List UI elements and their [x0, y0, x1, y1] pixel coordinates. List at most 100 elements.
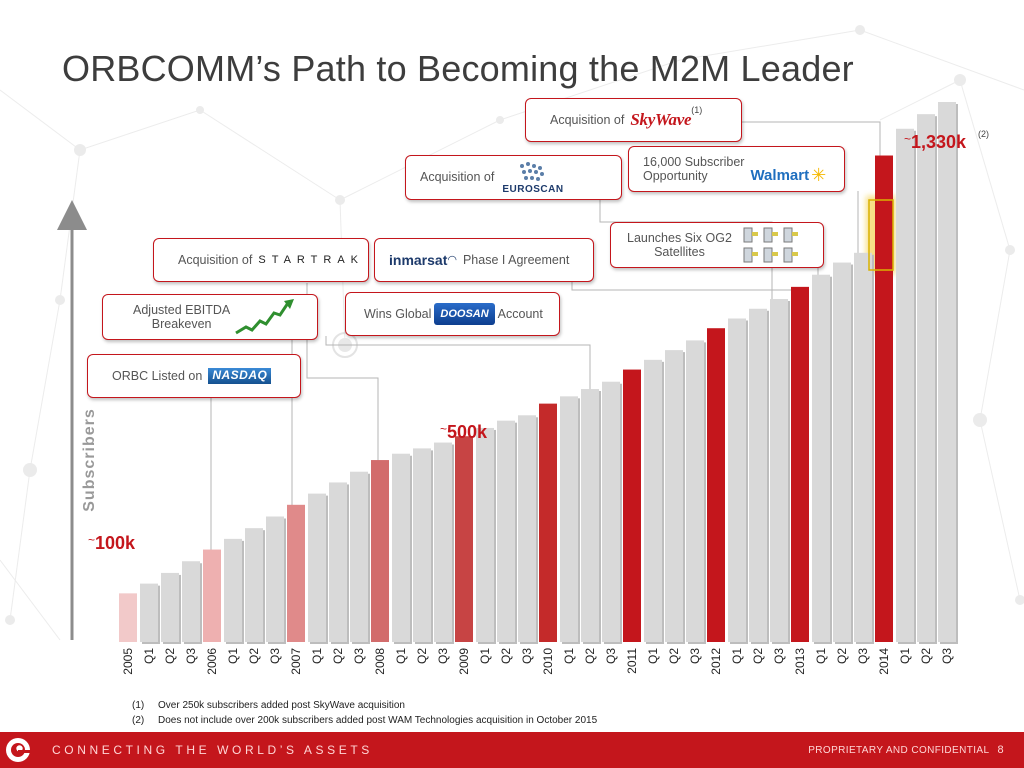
bar-19-q3 [518, 415, 536, 642]
growth-chart-arrow-icon [235, 299, 295, 335]
x-tick-label: Q3 [436, 648, 450, 664]
confidential-notice: PROPRIETARY AND CONFIDENTIAL [808, 745, 990, 756]
bar-28-2012 [707, 328, 725, 642]
startrak-logo-icon: STARTRAK [258, 253, 365, 266]
bar-21-q1 [560, 396, 578, 642]
x-tick-label: 2009 [457, 648, 471, 675]
bar-10-q2 [329, 482, 347, 642]
walmart-logo-icon: Walmart [750, 167, 810, 185]
bar-24-2011 [623, 369, 641, 642]
callout-euroscan-text: Acquisition of [420, 170, 495, 185]
bar-18-q2 [497, 420, 515, 642]
bar-4-2006 [203, 549, 221, 642]
bar-33-q1 [812, 274, 830, 642]
bar-31-q3 [770, 299, 788, 642]
bar-8-2007 [287, 504, 305, 642]
x-tick-label: Q2 [415, 648, 429, 664]
x-tick-label: Q2 [583, 648, 597, 664]
x-tick-label: Q2 [163, 648, 177, 664]
callout-inmarsat-text: Phase I Agreement [462, 252, 570, 267]
x-tick-label: Q2 [499, 648, 513, 664]
footnote-2: (2) Does not include over 200k subscriber… [132, 715, 598, 726]
highlight-box-2014 [868, 199, 894, 271]
page-number: 8 [997, 744, 1004, 756]
inmarsat-logo-icon: inmarsat [389, 251, 448, 268]
doosan-logo-icon: DOOSAN [434, 302, 495, 326]
x-tick-label: 2010 [541, 648, 555, 675]
bar-9-q1 [308, 493, 326, 642]
callout-walmart-line2: Opportunity [643, 169, 708, 183]
bar-15-q3 [434, 442, 452, 642]
callout-euroscan-acquisition: Acquisition of EUROSCAN [405, 155, 622, 200]
x-tick-label: Q1 [478, 648, 492, 664]
callout-doosan-text2: Account [497, 306, 543, 321]
satellites-icon [743, 227, 798, 263]
connector-euroscan [599, 200, 773, 336]
bar-20-2010 [539, 403, 557, 642]
callout-nasdaq-text: ORBC Listed on [112, 368, 203, 383]
callout-startrak-acquisition: Acquisition of STARTRAK [153, 238, 369, 282]
callout-ebitda-line1: Adjusted EBITDA [133, 302, 231, 317]
bar-1-q1 [140, 583, 158, 642]
x-tick-label: Q1 [394, 648, 408, 664]
bar-3-q3 [182, 561, 200, 642]
callout-ebitda-breakeven: Adjusted EBITDA Breakeven [102, 294, 318, 340]
x-tick-label: Q1 [898, 648, 912, 664]
subscriber-growth-chart: 2005 Q1 Q2 Q3 2006 Q1 Q2 Q3 2007 Q1 Q2 Q3 2008 Q1 Q2 Q3… [57, 102, 958, 675]
callout-ebitda-line2: Breakeven [151, 317, 212, 331]
bar-26-q2 [665, 350, 683, 642]
value-label-1330k: ~1,330k [904, 132, 967, 152]
callout-doosan-account: Wins Global DOOSAN Account [345, 292, 560, 336]
euroscan-logo-icon: EUROSCAN [502, 183, 564, 195]
x-tick-label: Q1 [226, 648, 240, 664]
skywave-logo-icon: SkyWave [630, 110, 692, 130]
bar-17-q1 [476, 427, 494, 642]
callout-og2-line1: Launches Six OG2 [627, 230, 732, 245]
orbcomm-logo-icon [6, 738, 30, 762]
x-tick-label: Q3 [184, 648, 198, 664]
bar-27-q3 [686, 340, 704, 642]
x-tick-label: Q2 [835, 648, 849, 664]
bar-25-q1 [644, 359, 662, 642]
bar-36-2014 [875, 155, 893, 642]
bar-37-q1 [896, 128, 914, 642]
x-tick-label: Q1 [730, 648, 744, 664]
x-tick-label: Q1 [562, 648, 576, 664]
footnotes: (1) Over 250k subscribers added post SkyW… [132, 698, 597, 728]
bar-13-q1 [392, 453, 410, 642]
x-tick-label: 2005 [121, 648, 135, 675]
bar-34-q2 [833, 262, 851, 642]
footnote-marker-1: (1) [691, 105, 703, 115]
x-tick-label: Q1 [310, 648, 324, 664]
bar-16-2009 [455, 436, 473, 642]
bar-12-2008 [371, 460, 389, 642]
bar-6-q2 [245, 528, 263, 642]
x-tick-label: 2013 [793, 648, 807, 675]
bar-14-q2 [413, 448, 431, 642]
x-tick-label: 2007 [289, 648, 303, 675]
connector-doosan [325, 336, 591, 400]
callout-skywave-acquisition: Acquisition of SkyWave (1) [525, 98, 742, 142]
bar-5-q1 [224, 538, 242, 642]
bar-2-q2 [161, 572, 179, 642]
nasdaq-logo-icon: NASDAQ [208, 368, 272, 384]
x-tick-label: Q1 [646, 648, 660, 664]
inmarsat-swoosh-icon: ◠ [447, 253, 457, 266]
bar-32-2013 [791, 286, 809, 642]
callout-og2-line2: Satellites [654, 245, 705, 259]
bar-35-q3 [854, 252, 872, 643]
bar-39-q3 [938, 102, 956, 642]
walmart-spark-icon: ✳ [811, 164, 827, 185]
x-tick-label: 2006 [205, 648, 219, 675]
bar-0-2005 [119, 593, 137, 642]
x-tick-label: Q2 [751, 648, 765, 664]
callout-startrak-text: Acquisition of [178, 252, 253, 267]
bar-11-q3 [350, 471, 368, 642]
callout-doosan-text1: Wins Global [364, 306, 432, 321]
y-axis-label: Subscribers [81, 408, 98, 512]
callout-skywave-text: Acquisition of [550, 112, 625, 127]
callout-inmarsat-agreement: inmarsat ◠ Phase I Agreement [374, 238, 594, 282]
x-tick-label: Q3 [940, 648, 954, 664]
x-tick-label: Q3 [772, 648, 786, 664]
